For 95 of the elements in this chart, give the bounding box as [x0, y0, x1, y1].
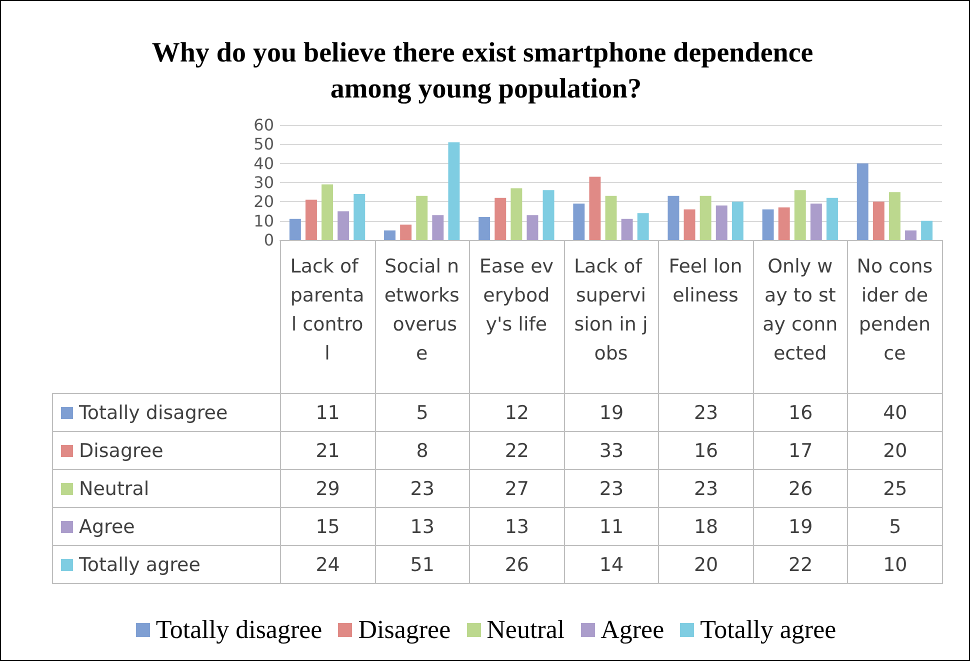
data-label: 17	[753, 432, 848, 470]
y-tick-label: 0	[264, 230, 274, 250]
data-label: 40	[848, 394, 942, 432]
data-label: 11	[564, 508, 659, 546]
y-tick-label: 20	[254, 192, 274, 212]
x-tick-label: Lack of supervision in jobs	[574, 256, 648, 364]
bar	[448, 142, 460, 240]
data-label: 20	[658, 546, 754, 584]
x-tick-label: Lack of parental control	[290, 256, 364, 364]
data-label: 26	[470, 546, 564, 584]
bar	[668, 196, 680, 240]
y-tick-label: 10	[254, 211, 274, 230]
bar	[573, 204, 585, 240]
text: Neutral	[486, 615, 565, 644]
bar	[700, 196, 712, 240]
bar	[289, 218, 301, 240]
bar	[542, 190, 554, 240]
data-label: 10	[848, 546, 942, 584]
bar	[762, 209, 774, 240]
text: Totally agree	[700, 615, 836, 644]
data-label: 23	[375, 470, 470, 508]
bar	[921, 220, 933, 240]
data-label: 23	[564, 470, 659, 508]
data-label: 33	[564, 432, 659, 470]
data-label: 13	[470, 508, 564, 546]
text: Disagree	[358, 615, 451, 644]
data-label: 8	[375, 432, 470, 470]
data-label: 24	[280, 546, 376, 584]
bar	[416, 196, 428, 240]
data-label: 23	[658, 394, 754, 432]
y-tick-label: 60	[254, 116, 274, 134]
bar	[478, 217, 490, 240]
data-label: 11	[280, 394, 376, 432]
bar	[810, 204, 822, 240]
data-label: 13	[375, 508, 470, 546]
text: Agree	[600, 615, 664, 644]
legend-label: Neutral	[52, 470, 280, 508]
bar	[338, 211, 350, 240]
data-label: 22	[753, 546, 848, 584]
bar	[778, 207, 790, 240]
data-label: 25	[848, 470, 942, 508]
bar	[888, 192, 900, 240]
data-label: 18	[658, 508, 754, 546]
bar	[621, 218, 633, 240]
bar	[826, 198, 838, 240]
x-tick-label: No consider dependence	[856, 256, 933, 364]
x-tick-label: Feel loneliness	[668, 256, 742, 306]
bar	[494, 198, 506, 240]
data-label: 51	[375, 546, 470, 584]
x-tick-label: Social networks overuse	[384, 256, 460, 364]
bar	[605, 196, 617, 240]
bar	[432, 215, 444, 240]
x-tick-label: Only way to stay connected	[762, 256, 838, 364]
chart-title: Why do you believe there exist smartphone dependence among young population?	[152, 38, 820, 104]
text: Totally disagree	[156, 615, 322, 644]
bar	[684, 209, 696, 240]
data-label: 5	[848, 508, 942, 546]
bar	[856, 163, 868, 240]
bar	[589, 176, 601, 240]
data-label: 12	[470, 394, 564, 432]
data-label: 5	[375, 394, 470, 432]
data-label: 14	[564, 546, 659, 584]
data-label: 19	[753, 508, 848, 546]
bar	[732, 202, 744, 240]
legend-label: Agree	[52, 508, 280, 546]
y-tick-label: 30	[254, 173, 274, 192]
data-label: 15	[280, 508, 376, 546]
legend-label: Totally agree	[52, 546, 280, 584]
bar	[384, 230, 396, 240]
data-label: 19	[564, 394, 659, 432]
data-label: 21	[280, 432, 376, 470]
data-label: 23	[658, 470, 754, 508]
data-label: 22	[470, 432, 564, 470]
bar	[526, 215, 538, 240]
bar	[794, 190, 806, 240]
bar	[905, 230, 916, 240]
bar	[510, 188, 522, 240]
bar	[306, 200, 317, 240]
data-label: 27	[470, 470, 564, 508]
bar	[354, 194, 366, 240]
y-tick-label: 50	[254, 134, 274, 154]
bar	[637, 213, 649, 240]
data-label: 29	[280, 470, 376, 508]
legend-label: Disagree	[52, 432, 280, 470]
data-label: 16	[658, 432, 754, 470]
bar	[322, 184, 334, 240]
legend-label: Totally disagree	[52, 394, 280, 432]
bar	[716, 206, 728, 240]
data-label: 26	[753, 470, 848, 508]
x-tick-label: Ease everybody's life	[479, 256, 554, 336]
bar	[400, 224, 412, 240]
data-label: 16	[753, 394, 848, 432]
data-label: 20	[848, 432, 942, 470]
bar	[872, 202, 884, 240]
y-tick-label: 40	[254, 154, 274, 173]
